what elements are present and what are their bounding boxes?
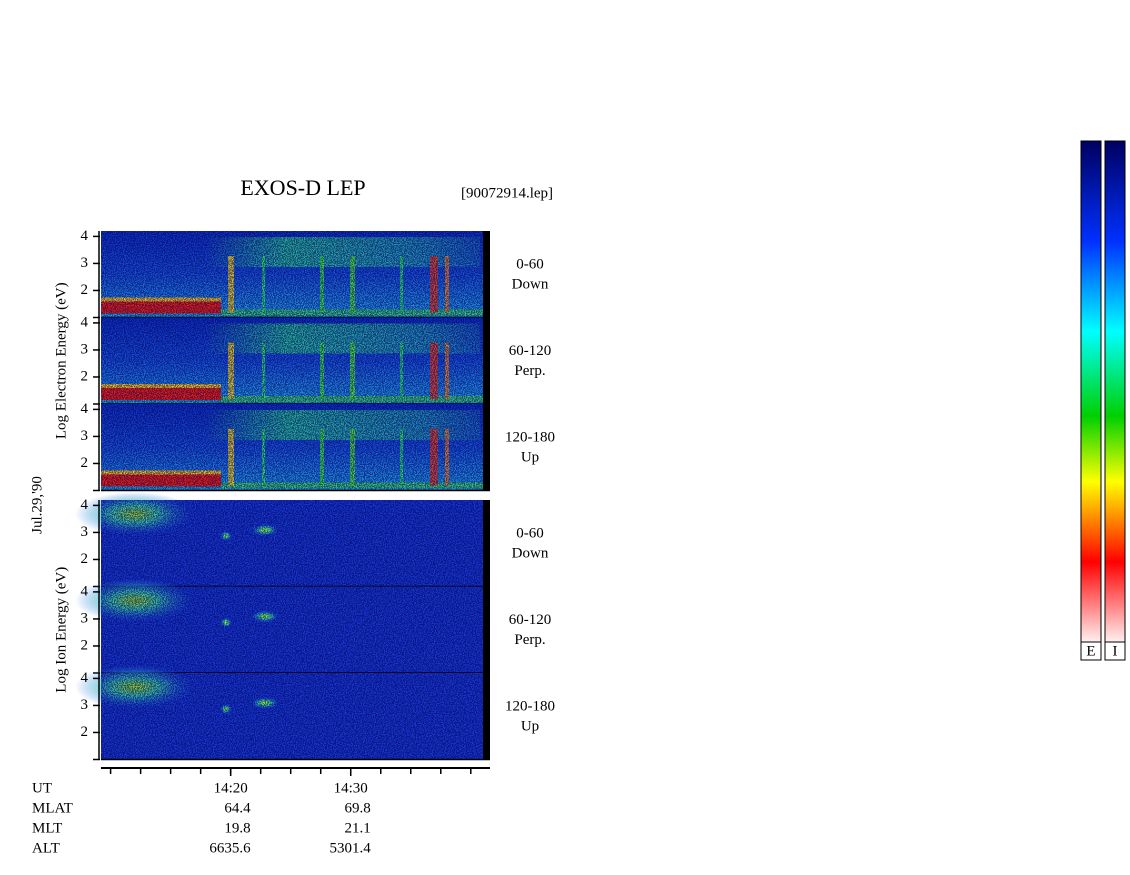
- pitch-range: 120-180: [505, 698, 555, 714]
- pitch-direction: Down: [512, 276, 549, 292]
- spectrogram-panel: [101, 231, 490, 319]
- spectrogram-edge: [483, 673, 490, 760]
- date: Jul.29,'90: [29, 476, 45, 534]
- spectrogram-panel: [75, 492, 490, 588]
- color-bar-label-box: [1104, 641, 1126, 661]
- y-tick-label: 4: [81, 401, 89, 417]
- y-tick-label: 3: [81, 524, 89, 540]
- orbit-value: 21.1: [344, 820, 370, 836]
- spectrogram-panel: [101, 404, 490, 492]
- spectrogram-edge: [483, 404, 490, 491]
- color-bar-label-box: [1080, 641, 1102, 661]
- y-tick-label: 4: [81, 497, 89, 513]
- y-axis-label: Log Electron Energy (eV): [53, 282, 69, 439]
- pitch-range: 60-120: [509, 343, 552, 359]
- orbit-value: 64.4: [224, 800, 251, 816]
- file-name: [90072914.lep]: [461, 185, 553, 201]
- pitch-range: 0-60: [516, 525, 544, 541]
- pitch-direction: Perp.: [514, 632, 545, 648]
- orbit-value: 19.8: [224, 820, 250, 836]
- y-tick-label: 2: [81, 551, 89, 567]
- y-tick-label: 4: [81, 314, 89, 330]
- y-tick-label: 3: [81, 697, 89, 713]
- orbit-label: MLT: [32, 820, 62, 836]
- pitch-range: 60-120: [509, 612, 552, 628]
- title: EXOS-D LEP: [240, 175, 365, 200]
- orbit-value: 69.8: [344, 800, 370, 816]
- y-tick-label: 2: [81, 282, 89, 298]
- orbit-value: 5301.4: [329, 840, 371, 856]
- pitch-direction: Up: [521, 718, 539, 734]
- pitch-direction: Down: [512, 545, 549, 561]
- y-tick-label: 2: [81, 368, 89, 384]
- spectrogram-panel: [75, 578, 490, 674]
- spectrogram-edge: [483, 500, 490, 587]
- spectrogram-panel: [101, 317, 490, 405]
- spectrogram-edge: [483, 586, 490, 673]
- orbit-label: ALT: [32, 840, 60, 856]
- orbit-value: 6635.6: [209, 840, 251, 856]
- y-tick-label: 3: [81, 610, 89, 626]
- y-tick-label: 3: [81, 428, 89, 444]
- y-axis-label: Log Ion Energy (eV): [53, 567, 69, 693]
- orbit-label: MLAT: [32, 800, 73, 816]
- y-tick-label: 4: [81, 228, 89, 244]
- y-tick-label: 4: [81, 670, 89, 686]
- spectrogram-noise: [101, 673, 490, 760]
- spectrogram-panel: [75, 665, 490, 761]
- spectrogram-edge: [483, 317, 490, 404]
- spectrogram-noise: [101, 231, 490, 318]
- color-bar: [1080, 140, 1102, 643]
- y-tick-label: 4: [81, 583, 89, 599]
- pitch-direction: Perp.: [514, 363, 545, 379]
- spectrogram-noise: [101, 500, 490, 587]
- color-bar: [1104, 140, 1126, 643]
- color-bar-label: I: [1113, 643, 1118, 659]
- pitch-range: 120-180: [505, 429, 555, 445]
- y-tick-label: 3: [81, 255, 89, 271]
- orbit-label: UT: [32, 780, 52, 796]
- y-tick-label: 3: [81, 341, 89, 357]
- spectrogram-noise: [101, 404, 490, 491]
- spectrogram-noise: [101, 586, 490, 673]
- pitch-range: 0-60: [516, 256, 544, 272]
- spectrogram-noise: [101, 317, 490, 404]
- y-tick-label: 2: [81, 637, 89, 653]
- y-tick-label: 2: [81, 724, 89, 740]
- spectrogram-edge: [483, 231, 490, 318]
- y-tick-label: 2: [81, 455, 89, 471]
- pitch-direction: Up: [521, 449, 539, 465]
- color-bar-label: E: [1086, 643, 1095, 659]
- x-tick-label: 14:30: [334, 780, 368, 796]
- x-tick-label: 14:20: [214, 780, 248, 796]
- plot-area: Log Electron Energy (eV) 2 3 4 0-60 Down 2 3 4 60…: [32, 140, 1126, 856]
